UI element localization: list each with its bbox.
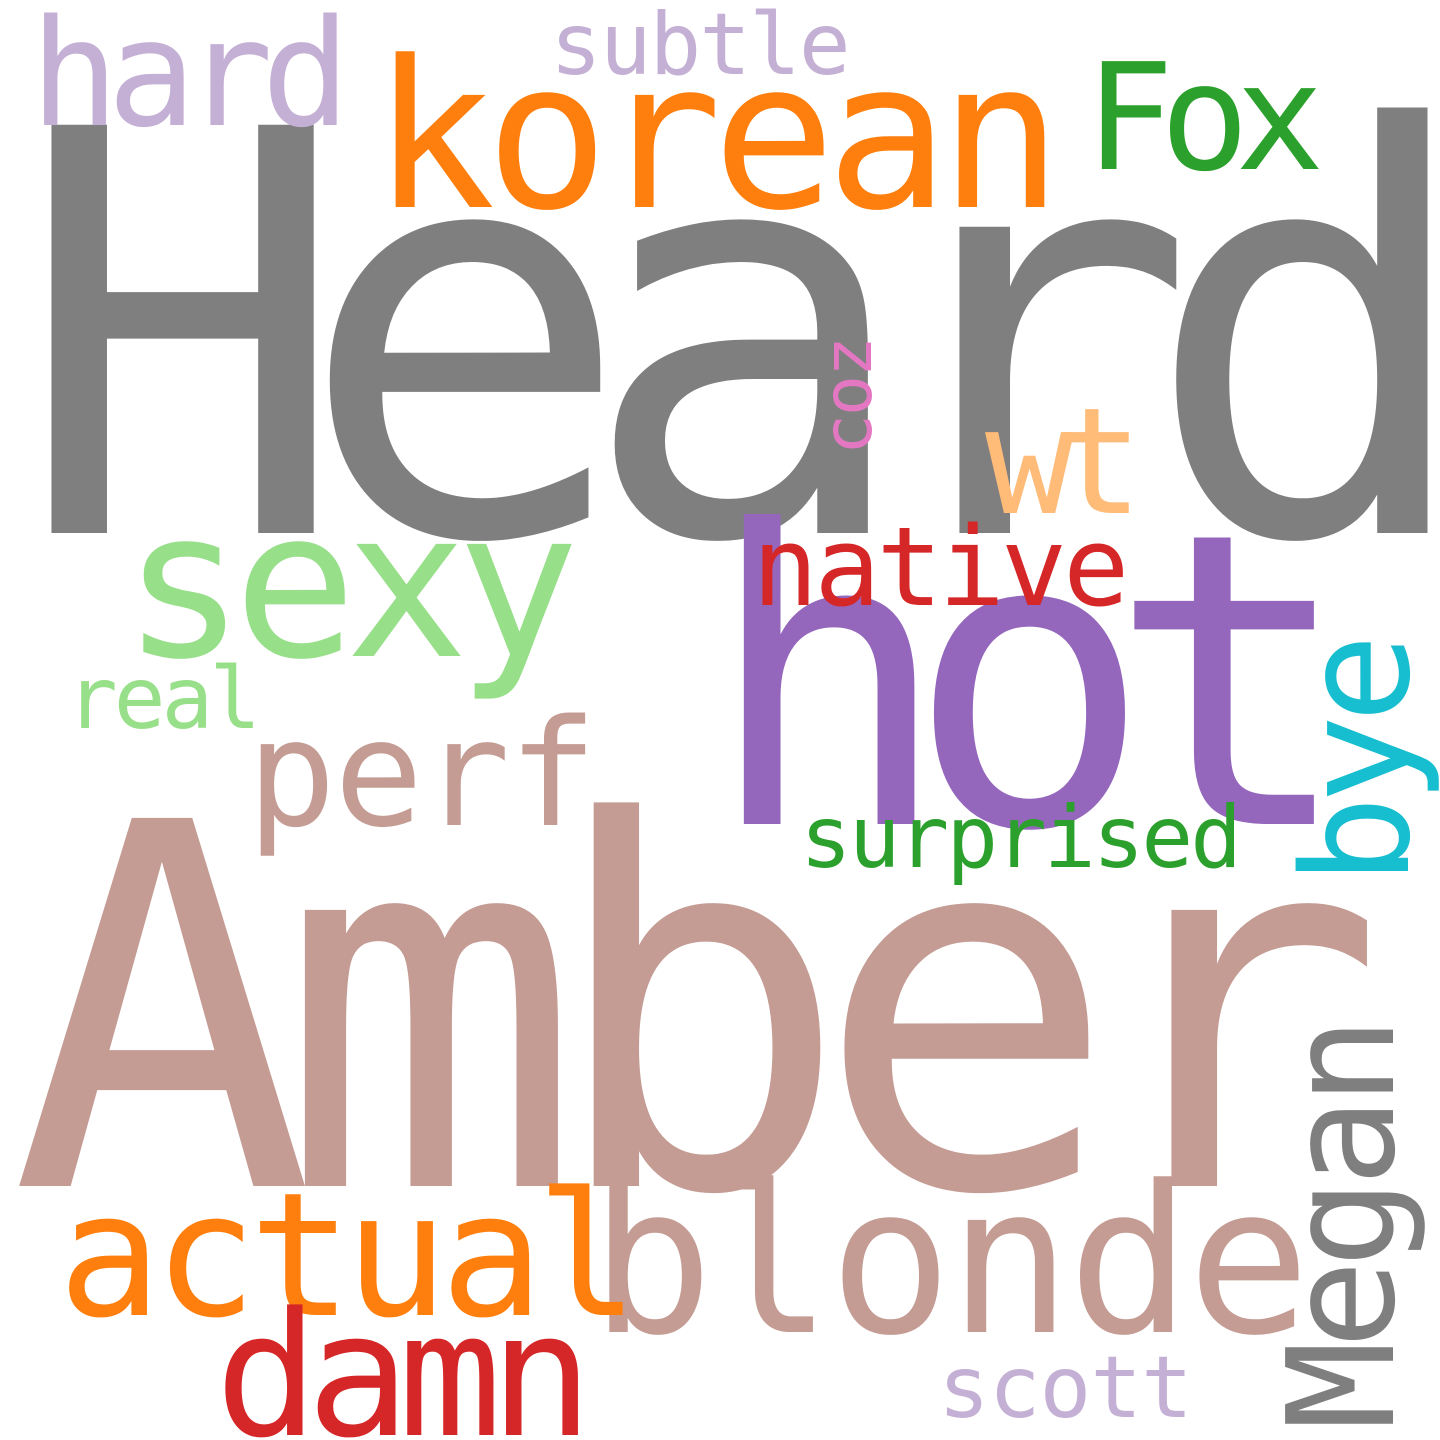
word-blonde: blonde: [590, 1143, 1311, 1381]
word-bye: bye: [1271, 641, 1440, 885]
word-korean: korean: [372, 18, 1063, 256]
word-heard: Heard: [14, 14, 1440, 666]
word-native: native: [752, 503, 1129, 631]
word-real: real: [66, 649, 261, 749]
word-coz: coz: [809, 338, 888, 455]
word-damn: damn: [215, 1275, 593, 1440]
word-scott: scott: [938, 1338, 1193, 1438]
word-hard: hard: [30, 0, 350, 160]
word-wt: wt: [985, 376, 1143, 548]
word-actual: actual: [58, 1155, 639, 1356]
word-amber: Amber: [10, 718, 1386, 1306]
word-perf: perf: [247, 688, 597, 860]
word-sexy: sexy: [122, 467, 580, 705]
word-megan: Megan: [1256, 1024, 1428, 1430]
word-fox: Fox: [1085, 32, 1324, 204]
word-hot: hot: [705, 446, 1354, 921]
word-surprised: surprised: [800, 788, 1242, 888]
word-subtle: subtle: [550, 0, 851, 95]
